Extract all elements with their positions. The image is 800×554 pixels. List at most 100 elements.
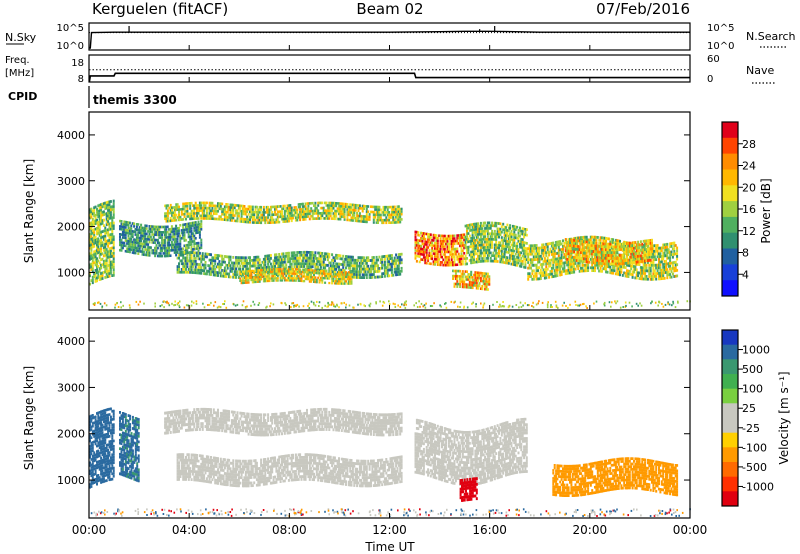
power-cell <box>289 257 292 261</box>
power-cell <box>166 241 169 244</box>
power-cell <box>253 271 256 275</box>
power-cell <box>338 217 340 221</box>
power-cell <box>215 273 218 277</box>
power-cell <box>236 217 239 220</box>
power-cell <box>182 250 185 254</box>
power-cell <box>479 232 482 236</box>
power-cell <box>98 228 101 232</box>
power-cell <box>290 274 293 278</box>
power-cell <box>151 249 154 252</box>
power-cell <box>471 247 474 251</box>
power-cell <box>242 272 244 275</box>
power-cell <box>553 246 556 250</box>
power-cell <box>90 254 93 258</box>
power-cell <box>257 216 260 219</box>
power-cell <box>656 266 659 270</box>
power-cell <box>346 218 349 222</box>
power-cell <box>495 243 498 247</box>
power-cell <box>319 212 322 215</box>
power-cell <box>293 257 296 260</box>
power-cell <box>193 221 196 224</box>
power-cell <box>303 256 306 260</box>
power-cell <box>596 236 599 239</box>
power-cell <box>537 258 539 261</box>
power-cell <box>152 225 155 228</box>
power-cell <box>332 214 335 218</box>
power-cell <box>538 252 541 256</box>
power-cell <box>463 257 466 260</box>
power-cell <box>537 266 539 270</box>
power-cell <box>367 267 370 271</box>
power-cell <box>400 212 403 216</box>
power-cell <box>185 204 187 208</box>
power-cell <box>268 275 271 278</box>
freq-label-line2: [MHz] <box>5 68 34 79</box>
power-cell <box>461 236 464 239</box>
power-cell <box>313 262 315 266</box>
power-cell <box>669 253 672 257</box>
power-cell <box>187 259 190 263</box>
power-cell <box>548 242 551 246</box>
power-cell <box>321 206 324 210</box>
power-cell <box>570 243 573 247</box>
power-cell <box>361 276 364 279</box>
power-cell <box>98 242 101 246</box>
power-cell <box>90 251 93 255</box>
power-cell <box>481 243 484 247</box>
power-cell <box>191 232 194 235</box>
power-cell <box>645 266 648 270</box>
power-cell <box>211 201 214 205</box>
power-cell <box>570 262 573 266</box>
power-cell <box>207 252 210 256</box>
power-cell <box>141 234 144 238</box>
power-cell <box>183 265 186 268</box>
power-cell <box>383 205 386 209</box>
power-cell <box>393 208 396 211</box>
power-cell <box>141 231 144 235</box>
power-cell <box>236 270 239 274</box>
power-cell <box>177 248 180 251</box>
power-cell <box>294 259 297 263</box>
power-cell <box>107 214 110 218</box>
power-cell <box>325 209 328 212</box>
power-cell <box>283 204 286 208</box>
power-cell <box>246 279 249 282</box>
power-cell <box>112 227 115 230</box>
power-cell <box>128 229 131 233</box>
power-cell <box>342 254 345 258</box>
power-cell <box>368 213 371 216</box>
power-cell <box>331 209 334 213</box>
power-cell <box>567 271 570 275</box>
power-cell <box>210 214 212 218</box>
power-cell <box>94 269 97 272</box>
power-cell <box>246 220 249 224</box>
power-cell <box>279 279 282 282</box>
power-cell <box>187 243 190 247</box>
power-cell <box>464 235 467 239</box>
power-cell <box>147 251 150 254</box>
power-cell <box>340 210 343 213</box>
power-cell <box>233 206 236 210</box>
power-cell <box>543 248 546 252</box>
power-cell <box>415 260 418 263</box>
power-cell <box>343 218 346 221</box>
power-cell <box>112 249 115 252</box>
nsky-spikes <box>128 26 496 33</box>
power-cell <box>517 261 520 265</box>
power-cell <box>322 217 325 220</box>
power-cell <box>159 233 162 237</box>
power-cell <box>169 211 172 215</box>
power-cell <box>360 276 363 279</box>
power-cell <box>112 199 115 203</box>
power-cell <box>663 246 666 249</box>
power-cell <box>283 255 286 258</box>
power-cell <box>481 232 484 236</box>
power-cell <box>244 218 247 221</box>
power-cell <box>250 210 253 214</box>
power-cell <box>262 280 265 283</box>
power-cell <box>90 210 93 214</box>
power-cell <box>390 274 393 277</box>
power-cell <box>230 270 233 273</box>
power-cell <box>461 233 464 237</box>
power-cell <box>100 247 103 251</box>
